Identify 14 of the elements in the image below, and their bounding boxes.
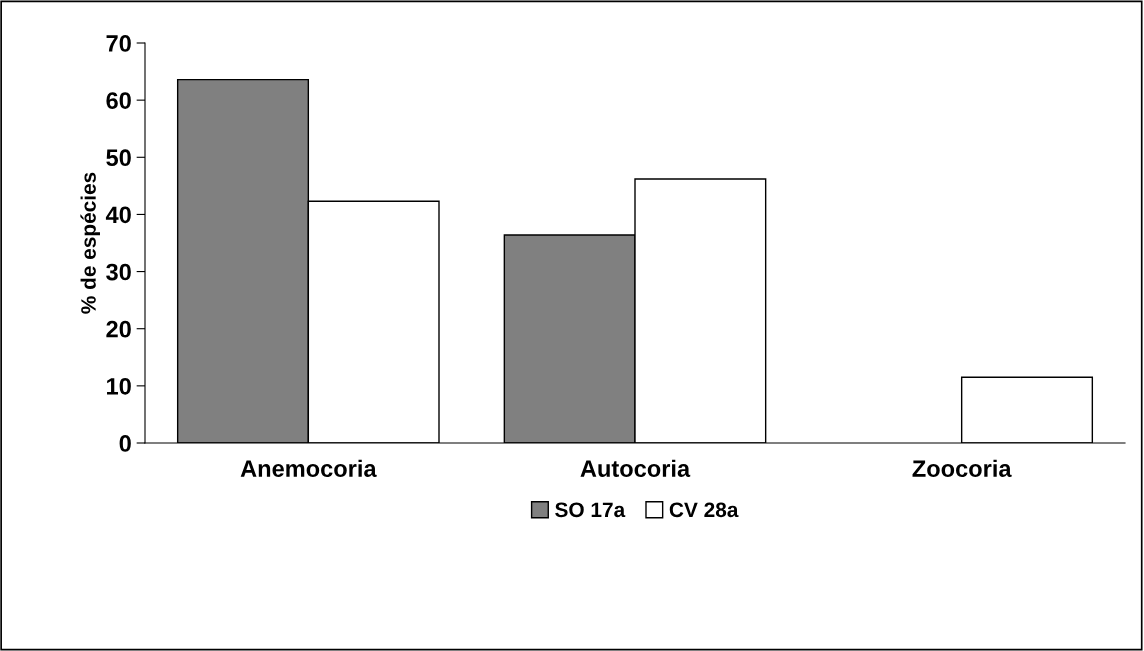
- y-tick-label: 40: [105, 206, 131, 224]
- y-tick-label: 0: [119, 435, 131, 452]
- x-tick-label: Anemocoria: [240, 459, 377, 478]
- y-tick-label: 50: [106, 149, 131, 167]
- x-tick-label: Zoocoria: [912, 459, 1012, 478]
- y-tick-label: 10: [107, 377, 131, 395]
- y-tick-label: 70: [106, 35, 131, 52]
- y-tick-label: 60: [106, 92, 131, 109]
- x-tick-label: Autocoria: [580, 459, 691, 478]
- y-tick-label: 20: [106, 320, 131, 338]
- y-axis-title: % de espécies: [80, 172, 100, 314]
- legend-label: CV 28a: [669, 502, 739, 518]
- y-tick-label: 30: [106, 263, 131, 281]
- legend-label: SO 17a: [555, 502, 626, 518]
